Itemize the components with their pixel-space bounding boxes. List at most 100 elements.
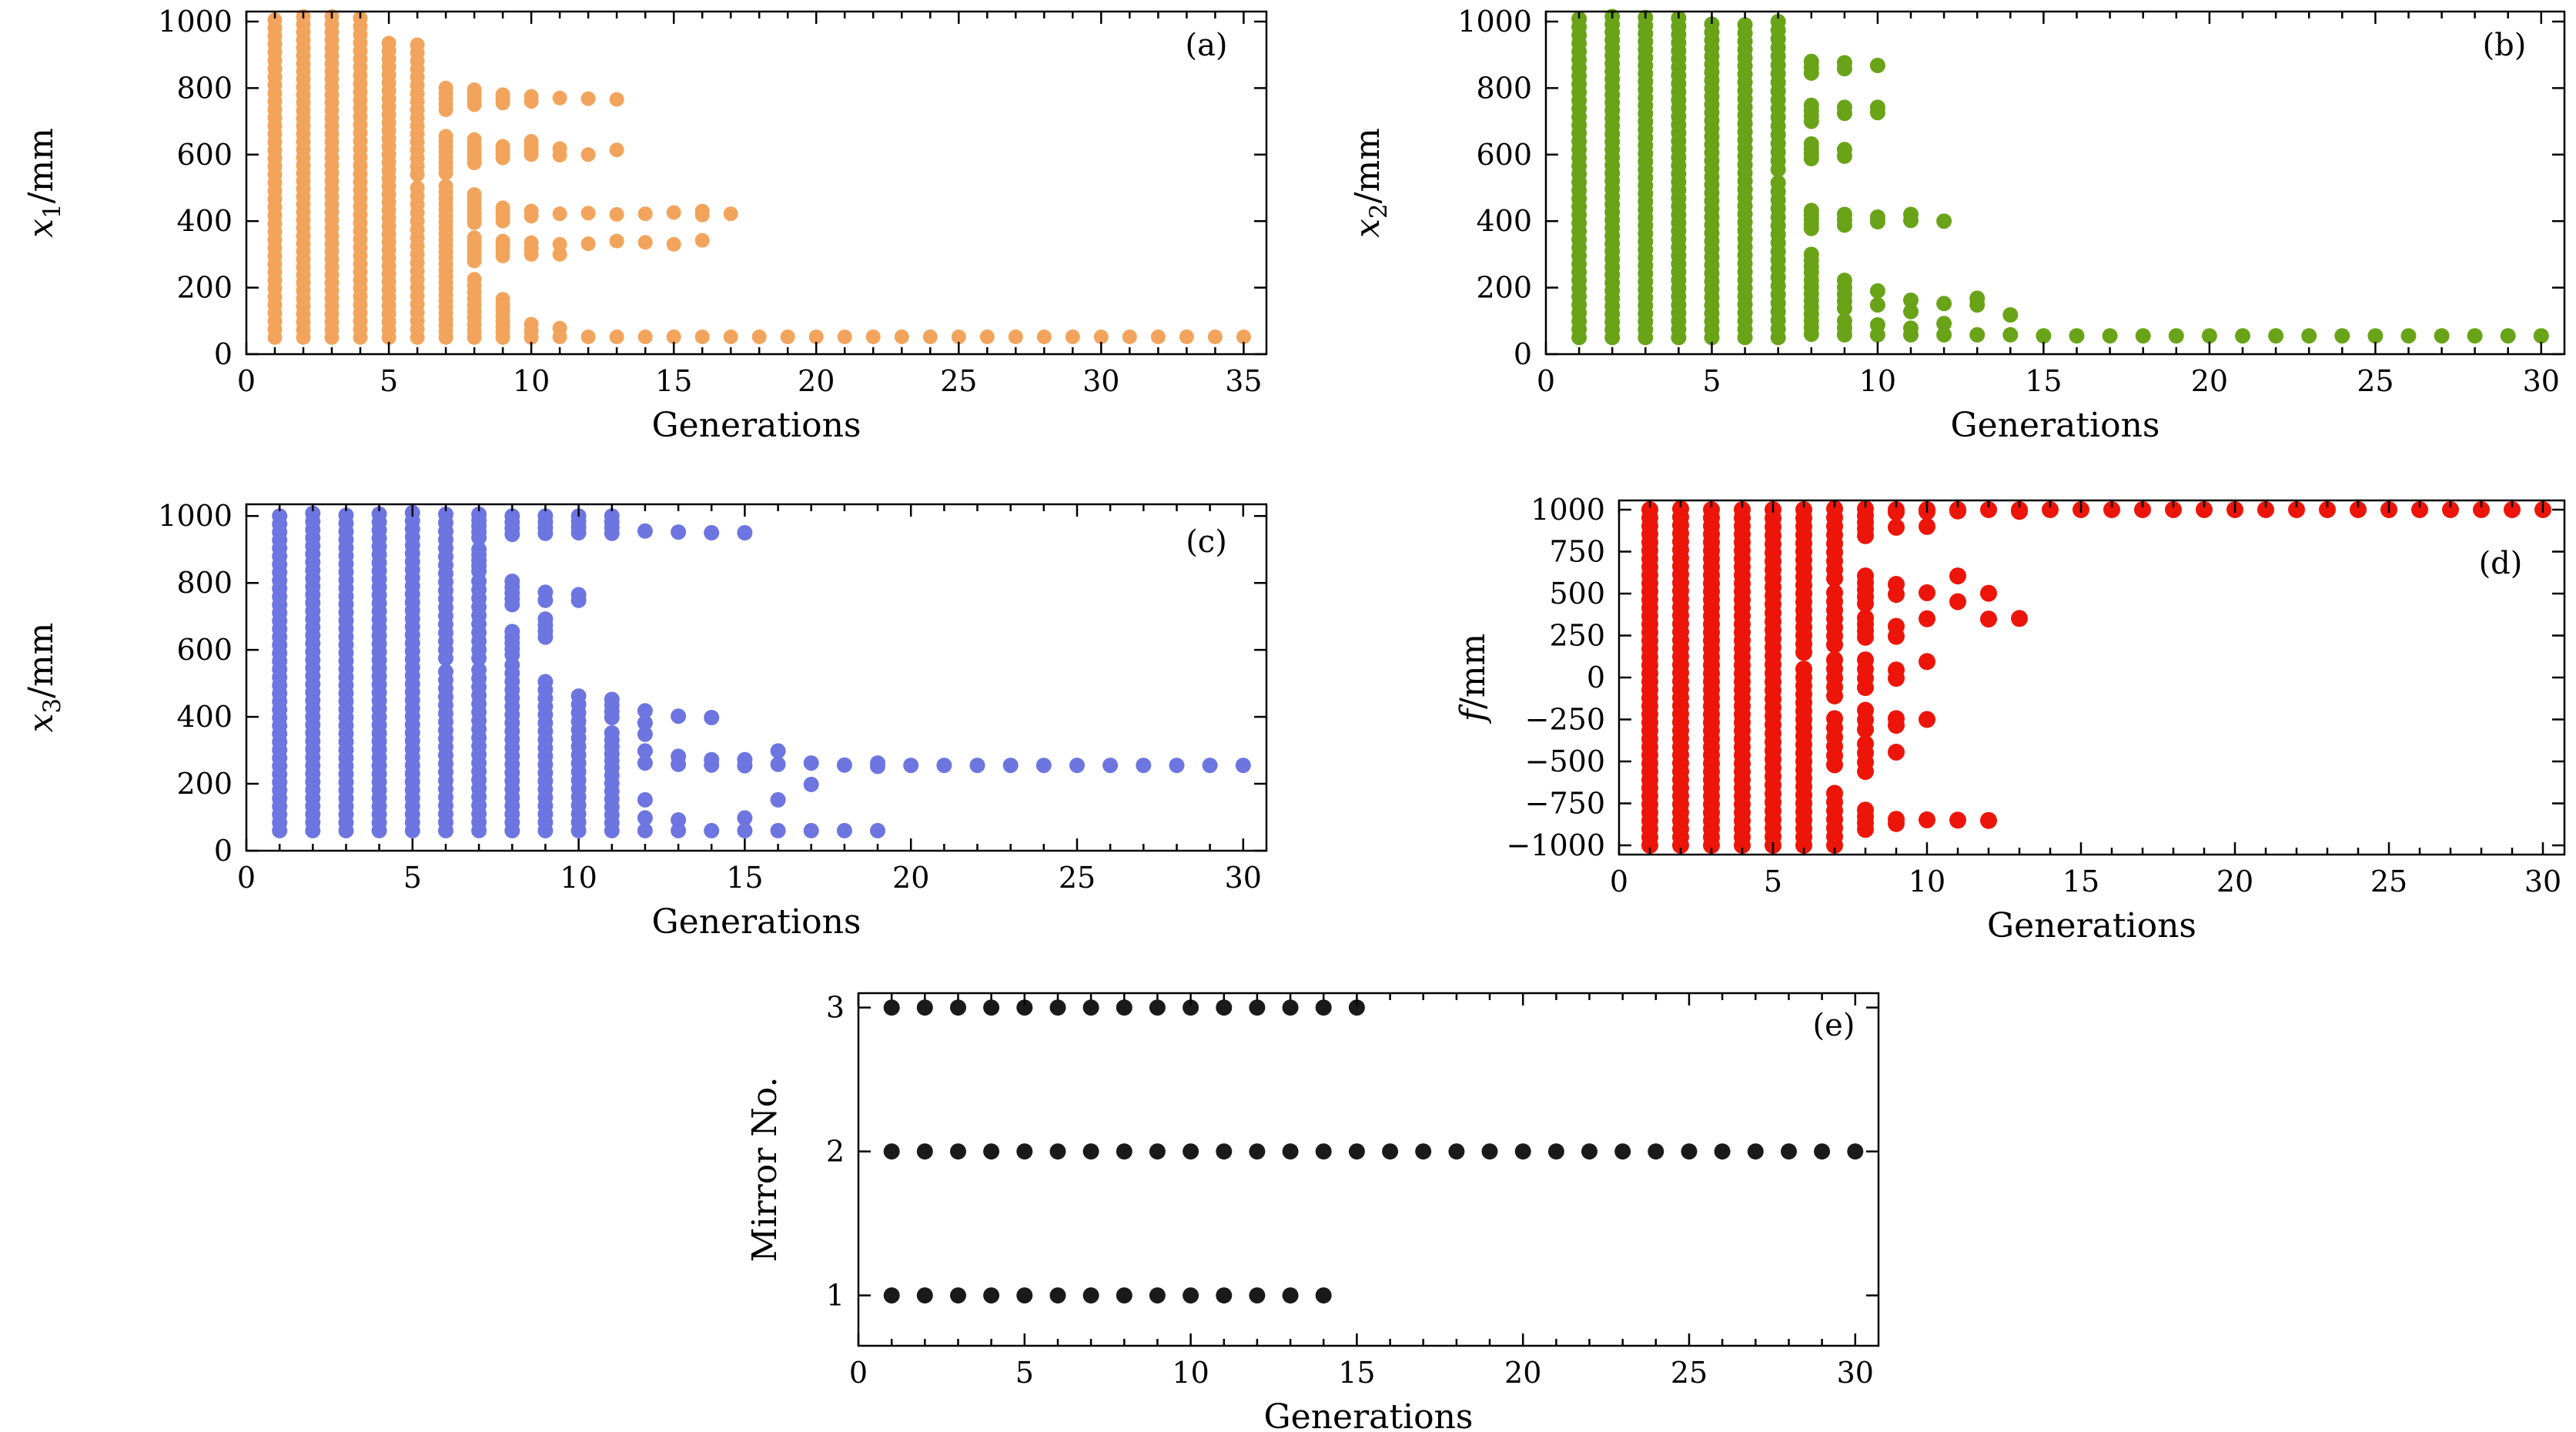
y-tick-label: 400 [1476, 204, 1532, 238]
x-tick-label: 5 [1015, 1356, 1034, 1390]
y-tick-label: 800 [176, 566, 233, 600]
x-tick-label: 20 [2191, 364, 2228, 398]
panel-label: (a) [1185, 28, 1227, 63]
panel-c-scatter: 0 5 10 15 20 25 30 0 200 400 600 800 1000 Generations… [0, 487, 1288, 981]
data-points [883, 999, 1864, 1304]
x-tick-label: 5 [380, 364, 398, 398]
panel-a-scatter: 0 5 10 15 20 25 30 35 0 200 400 600 800 1000 Generatio… [0, 0, 1288, 490]
x-tick-label: 35 [1225, 364, 1262, 398]
y-tick-label: 0 [1514, 337, 1532, 371]
x-tick-label: 10 [513, 364, 550, 398]
y-axis-label: x3/mm [22, 623, 66, 733]
tick-labels: 0 5 10 15 20 25 30 1 2 3 [826, 991, 1874, 1390]
panel-label: (c) [1186, 524, 1227, 560]
x-tick-label: 0 [849, 1356, 868, 1390]
x-tick-label: 10 [560, 861, 597, 895]
panel-e-scatter: 0 5 10 15 20 25 30 1 2 3 Generations Mirror No. (e) [731, 976, 1932, 1432]
y-tick-label: 600 [176, 633, 233, 667]
y-axis-label: x1/mm [22, 128, 66, 238]
x-tick-label: 20 [798, 364, 835, 398]
y-tick-label: 200 [1476, 271, 1532, 305]
y-tick-label: 1000 [1457, 5, 1532, 38]
axis-ticks [1544, 12, 2564, 356]
x-tick-label: 25 [1059, 861, 1096, 895]
x-tick-label: 30 [2523, 364, 2560, 398]
x-tick-label: 10 [1172, 1356, 1209, 1390]
x-tick-label: 30 [1837, 1356, 1874, 1390]
y-tick-label: 400 [176, 204, 233, 238]
y-tick-label: 250 [1549, 619, 1605, 653]
plot-frame [245, 503, 1268, 852]
y-tick-label: 1000 [158, 5, 233, 38]
x-tick-label: 25 [2370, 865, 2407, 898]
scatter-plot-svg-a: 0 5 10 15 20 25 30 35 0 200 400 600 800 1000 Generatio… [22, 5, 1268, 445]
x-tick-label: 0 [237, 861, 256, 895]
x-tick-label: 5 [403, 861, 422, 895]
y-axis-label: f/mm [1454, 634, 1493, 724]
data-points [1571, 8, 2549, 346]
x-tick-label: 0 [1610, 865, 1628, 898]
y-tick-label: 750 [1549, 535, 1605, 569]
axis-ticks [1618, 500, 2564, 855]
y-tick-label: 800 [176, 71, 233, 105]
x-tick-label: 15 [726, 861, 763, 895]
y-tick-label: −250 [1525, 703, 1605, 737]
y-tick-label: 200 [176, 767, 233, 801]
y-axis-label: Mirror No. [745, 1077, 785, 1263]
plot-frame [1618, 499, 2566, 856]
y-tick-label: −750 [1525, 787, 1605, 821]
plot-frame [1544, 10, 2566, 356]
y-tick-label: −500 [1525, 744, 1605, 778]
scatter-plot-svg-b: 0 5 10 15 20 25 30 0 200 400 600 800 1000 Generations… [1348, 5, 2566, 445]
x-axis-label: Generations [652, 902, 861, 942]
x-tick-label: 30 [2524, 865, 2561, 898]
x-axis-label: Generations [1951, 406, 2160, 445]
x-tick-label: 25 [2357, 364, 2394, 398]
y-tick-label: 1000 [158, 499, 233, 533]
x-tick-label: 15 [2025, 364, 2062, 398]
x-tick-label: 25 [940, 364, 977, 398]
axis-ticks [857, 993, 1878, 1346]
panel-b-scatter: 0 5 10 15 20 25 30 0 200 400 600 800 1000 Generations… [1288, 0, 2576, 490]
x-tick-label: 15 [655, 364, 692, 398]
y-tick-label: 1 [826, 1279, 845, 1313]
y-tick-label: 200 [176, 271, 233, 305]
x-axis-label: Generations [1264, 1397, 1474, 1432]
x-tick-label: 20 [892, 861, 929, 895]
x-tick-label: 30 [1225, 861, 1262, 895]
data-points [1641, 500, 2551, 854]
x-tick-label: 0 [237, 364, 256, 398]
data-points [272, 504, 1251, 838]
scatter-plot-svg-c: 0 5 10 15 20 25 30 0 200 400 600 800 1000 Generations… [22, 499, 1268, 942]
y-tick-label: −1000 [1506, 828, 1605, 862]
y-tick-label: 800 [1476, 71, 1532, 105]
x-tick-label: 15 [2062, 865, 2099, 898]
panel-d-scatter: 0 5 10 15 20 25 30 1000 750 500 250 0 −250 −500 −750 −1… [1288, 487, 2576, 981]
scatter-plot-svg-d: 0 5 10 15 20 25 30 1000 750 500 250 0 −250 −500 −750 −1… [1454, 493, 2566, 945]
y-tick-label: 0 [214, 834, 233, 868]
scatter-plot-svg-e: 0 5 10 15 20 25 30 1 2 3 Generations Mirror No. (e) [745, 991, 1880, 1432]
y-tick-label: 3 [826, 991, 845, 1025]
plot-frame [245, 10, 1268, 356]
y-tick-label: 0 [1587, 661, 1605, 694]
x-tick-label: 25 [1671, 1356, 1708, 1390]
x-tick-label: 20 [1504, 1356, 1541, 1390]
data-points [267, 9, 1251, 345]
x-axis-label: Generations [652, 406, 861, 445]
panel-label: (d) [2479, 546, 2523, 581]
x-tick-label: 15 [1338, 1356, 1375, 1390]
tick-labels: 0 5 10 15 20 25 30 1000 750 500 250 0 −250 −500 −750 −1… [1506, 493, 2561, 898]
x-tick-label: 5 [1702, 364, 1721, 398]
y-axis-label: x2/mm [1348, 128, 1393, 238]
y-tick-label: 400 [176, 700, 233, 734]
y-tick-label: 1000 [1531, 493, 1605, 527]
y-tick-label: 600 [1476, 138, 1532, 172]
tick-labels: 0 5 10 15 20 25 30 35 0 200 400 600 800 1000 [158, 5, 1262, 398]
x-tick-label: 10 [1859, 364, 1896, 398]
x-axis-label: Generations [1987, 906, 2196, 945]
tick-labels: 0 5 10 15 20 25 30 0 200 400 600 800 1000 [1457, 5, 2560, 398]
axis-ticks [245, 504, 1266, 852]
x-tick-label: 0 [1537, 364, 1555, 398]
y-tick-label: 500 [1549, 577, 1605, 611]
